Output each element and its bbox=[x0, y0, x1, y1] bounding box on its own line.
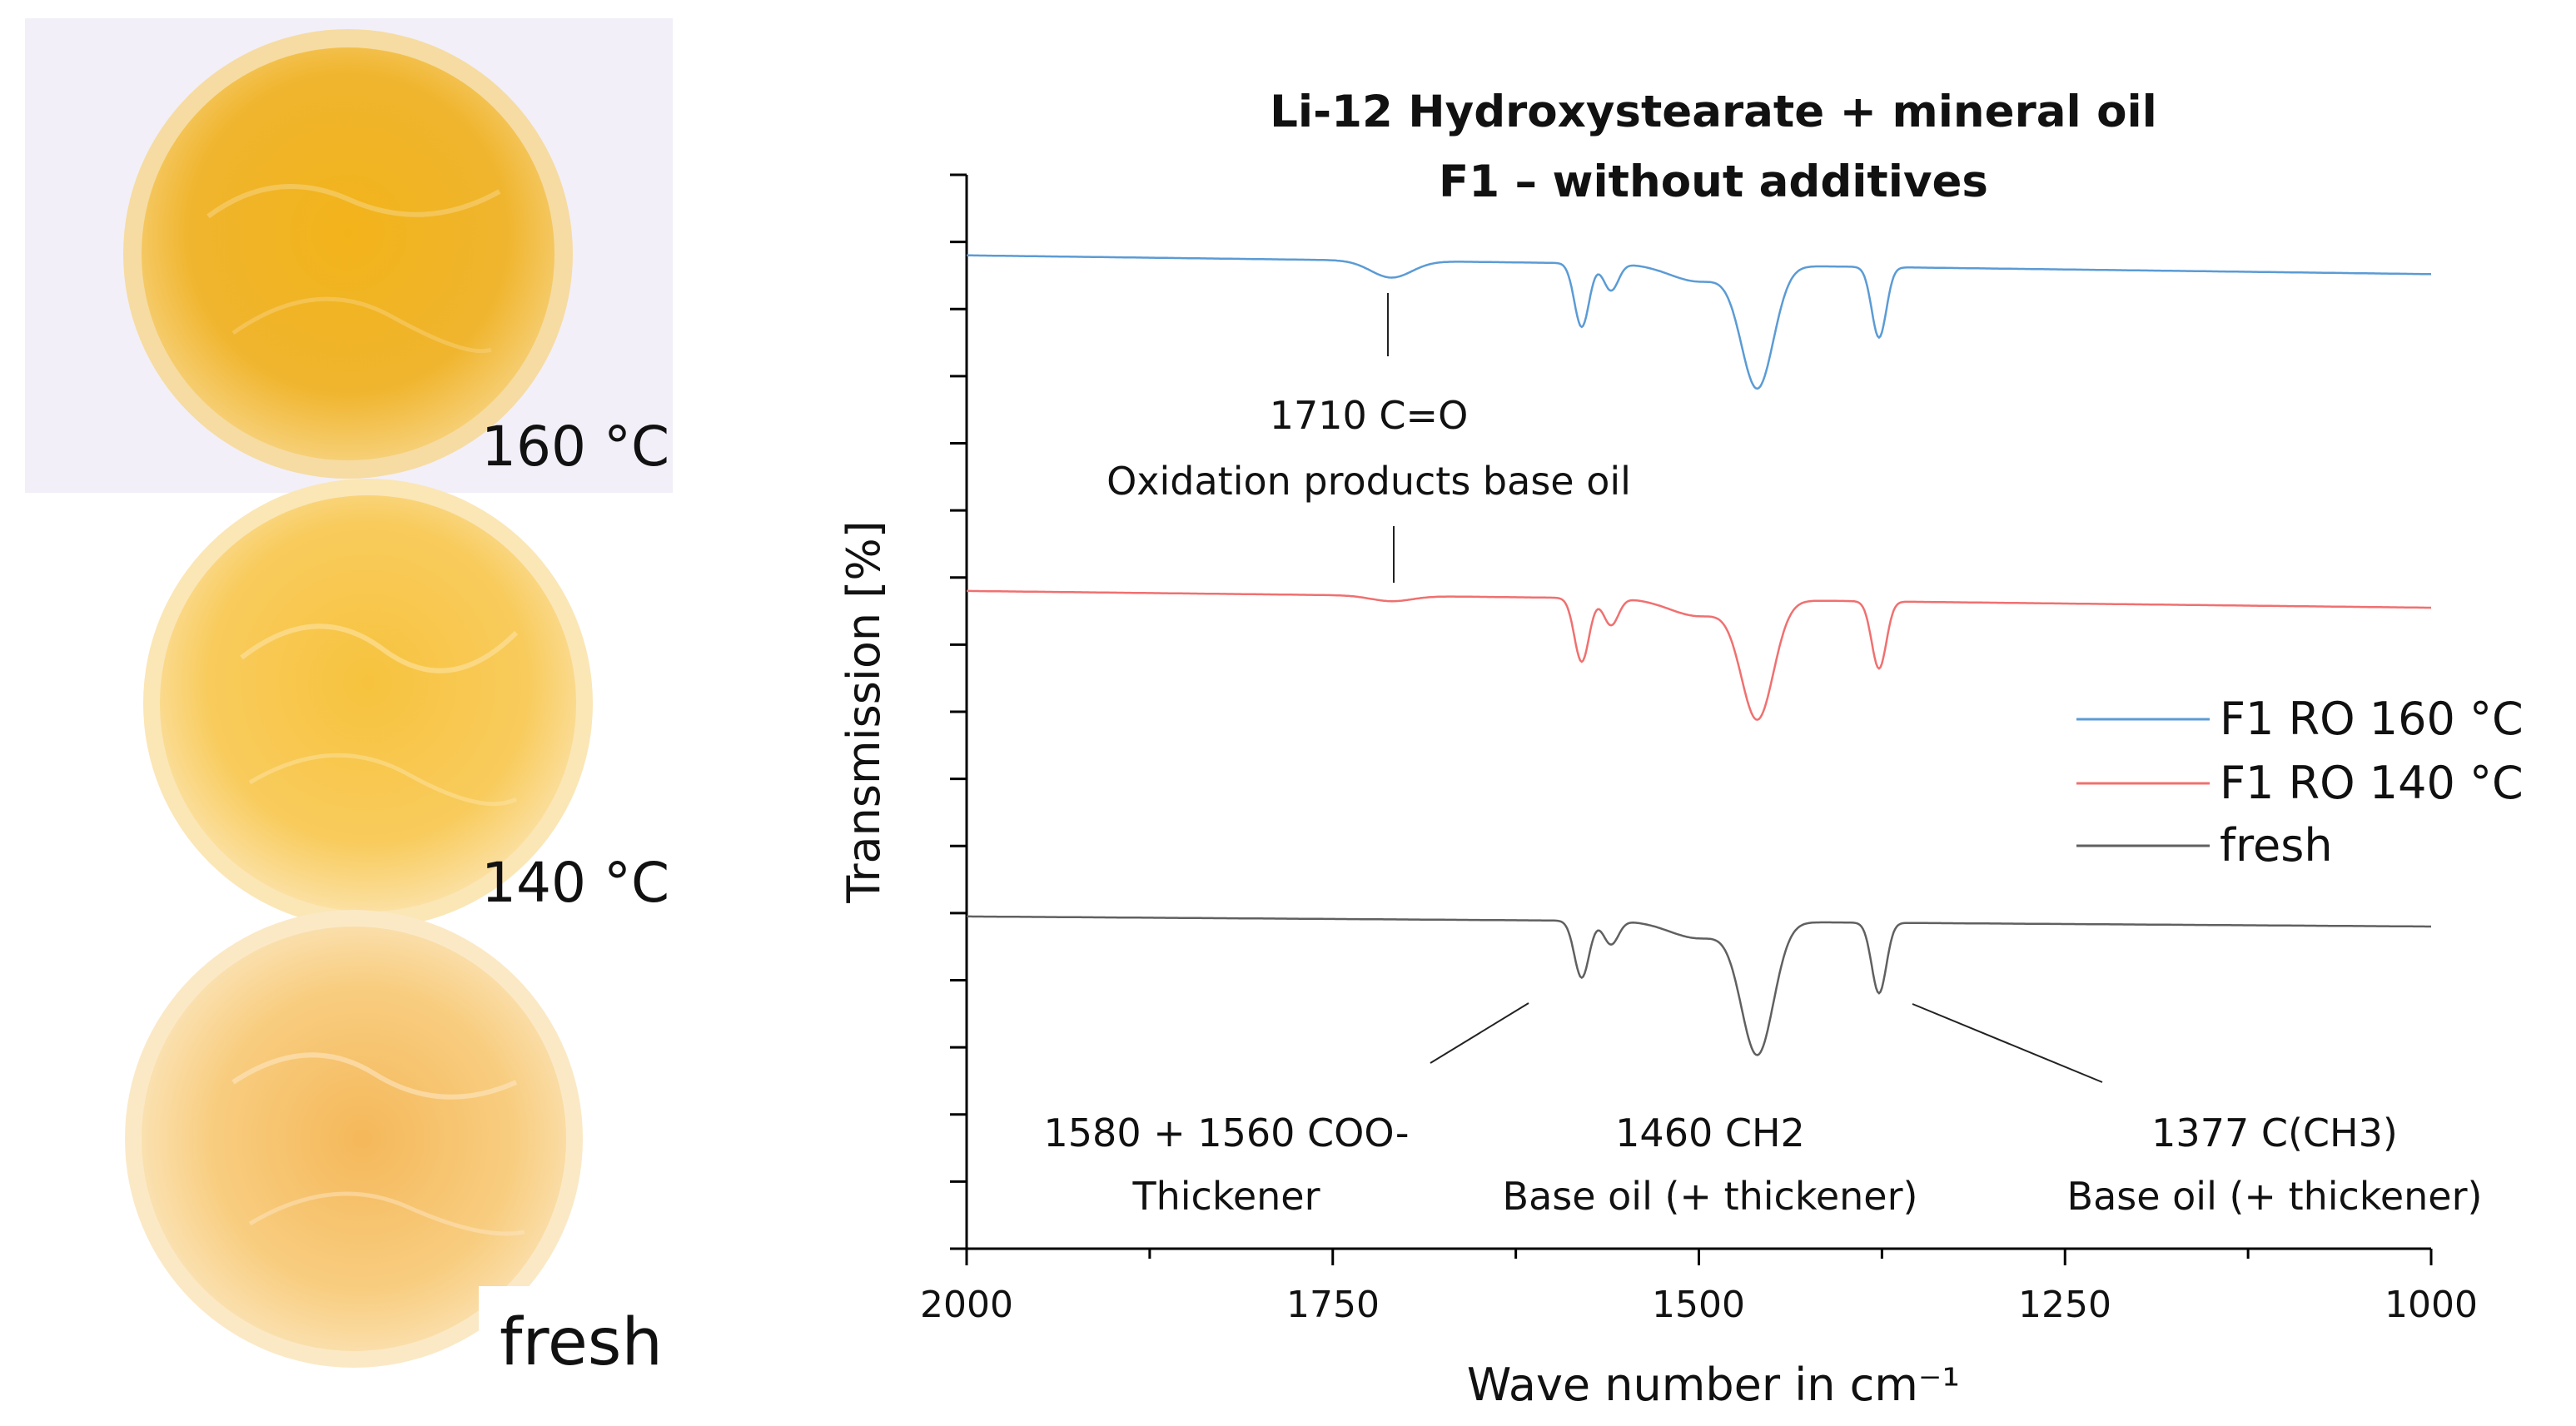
dish-160-texture bbox=[206, 184, 501, 219]
x-tick-label: 1250 bbox=[2018, 1284, 2111, 1326]
annotations: 1710 C=O Oxidation products base oil 158… bbox=[1044, 393, 2483, 1219]
x-tick-label: 2000 bbox=[920, 1284, 1013, 1326]
dish-160-texture bbox=[231, 296, 492, 354]
legend: F1 RO 160 °C F1 RO 140 °C fresh bbox=[2076, 693, 2524, 872]
photo-label-fresh: fresh bbox=[500, 1305, 663, 1380]
x-axis-label: Wave number in cm⁻¹ bbox=[1467, 1359, 1960, 1411]
annotation-1460-line-1: 1460 CH2 bbox=[1615, 1110, 1805, 1155]
x-tick-label: 1750 bbox=[1286, 1284, 1380, 1326]
dish-140-texture bbox=[248, 753, 518, 807]
annotation-1377-line-2: Base oil (+ thickener) bbox=[2067, 1174, 2483, 1219]
x-tick-label: 1500 bbox=[1652, 1284, 1745, 1326]
dish-160-grease bbox=[142, 47, 554, 460]
series-line-fresh bbox=[967, 915, 2431, 1056]
annotation-1710-line-1: 1710 C=O bbox=[1270, 393, 1469, 438]
legend-label-fresh: fresh bbox=[2220, 819, 2333, 872]
annotation-thickener-leader bbox=[1430, 1002, 1529, 1064]
annotation-1580-line-1: 1580 + 1560 COO- bbox=[1044, 1110, 1410, 1155]
chart-title-line-2: F1 – without additives bbox=[1439, 157, 1988, 207]
legend-label-f1-ro-140: F1 RO 140 °C bbox=[2220, 757, 2524, 809]
x-tick-labels: 2000 1750 1500 1250 1000 bbox=[920, 1284, 2478, 1326]
annotation-1377-leader bbox=[1912, 1003, 2103, 1083]
photo-fresh-label-background bbox=[479, 1286, 683, 1419]
annotation-1580-line-2: Thickener bbox=[1132, 1174, 1320, 1219]
annotation-leader-lines bbox=[1387, 293, 2103, 1083]
sample-photos: 160 °C 140 °C fresh bbox=[0, 0, 699, 1422]
annotation-1460-line-2: Base oil (+ thickener) bbox=[1503, 1174, 1918, 1219]
sample-photos-graphic bbox=[25, 18, 683, 1419]
dish-fresh-texture bbox=[231, 1052, 518, 1100]
dish-fresh-grease bbox=[142, 927, 566, 1351]
photo-label-140: 140 °C bbox=[481, 851, 670, 915]
y-axis-label: Transmission [%] bbox=[838, 520, 890, 903]
y-ticks bbox=[950, 173, 967, 1250]
x-ticks bbox=[965, 1249, 2433, 1265]
legend-label-f1-ro-160: F1 RO 160 °C bbox=[2220, 693, 2524, 745]
series-group bbox=[967, 254, 2431, 1056]
dish-fresh-texture bbox=[248, 1191, 525, 1236]
series-line-f1-ro-140 bbox=[967, 589, 2431, 721]
chart-title-line-1: Li-12 Hydroxystearate + mineral oil bbox=[1270, 87, 2157, 137]
photo-label-160: 160 °C bbox=[481, 415, 670, 479]
annotation-1377-line-1: 1377 C(CH3) bbox=[2151, 1110, 2398, 1155]
series-line-f1-ro-160 bbox=[967, 254, 2431, 390]
axes bbox=[965, 175, 2431, 1250]
annotation-1710-line-2: Oxidation products base oil bbox=[1106, 459, 1631, 504]
dish-140-texture bbox=[240, 624, 519, 673]
x-tick-label: 1000 bbox=[2385, 1284, 2478, 1326]
dish-140-grease bbox=[160, 495, 576, 912]
